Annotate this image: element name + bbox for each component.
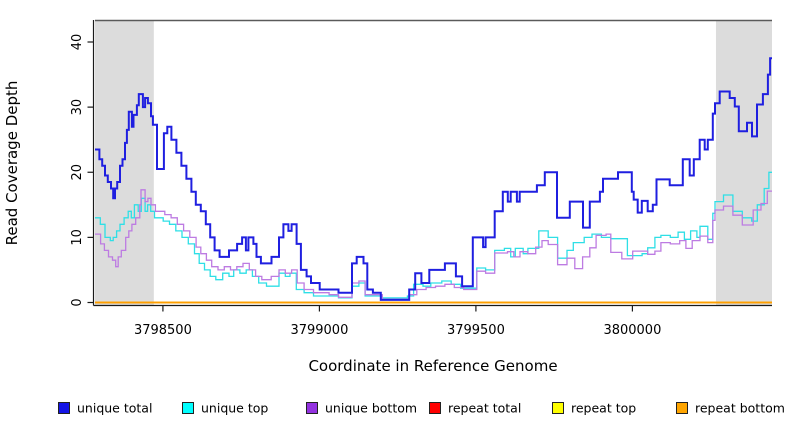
y-tick-label: 20 bbox=[70, 164, 85, 181]
legend-item-unique-top: unique top bbox=[182, 401, 268, 416]
legend-swatch bbox=[306, 402, 318, 414]
legend-item-unique-bottom: unique bottom bbox=[306, 401, 417, 416]
x-tick-label: 3799500 bbox=[447, 323, 505, 338]
repeat-region-right bbox=[715, 20, 772, 306]
series-unique-bottom bbox=[95, 189, 772, 300]
legend-item-repeat-bottom: repeat bottom bbox=[676, 401, 785, 416]
series-unique-total bbox=[95, 57, 772, 301]
legend-item-label: repeat top bbox=[571, 401, 636, 416]
axis-ticks: 3798500 3799000 3799500 3800000 0 10 20 30 40 bbox=[70, 34, 661, 338]
legend-item-label: unique bottom bbox=[325, 401, 417, 416]
y-axis-title: Read Coverage Depth bbox=[3, 81, 21, 246]
series-lines bbox=[95, 57, 772, 304]
y-tick-label: 40 bbox=[70, 34, 85, 51]
x-tick-label: 3799000 bbox=[290, 323, 348, 338]
legend-swatch bbox=[676, 402, 688, 414]
y-tick-label: 30 bbox=[70, 99, 85, 116]
x-tick-label: 3800000 bbox=[603, 323, 661, 338]
legend-item-label: repeat total bbox=[448, 401, 521, 416]
legend-swatch bbox=[58, 402, 70, 414]
legend-item-repeat-top: repeat top bbox=[552, 401, 636, 416]
plot-frame bbox=[92, 19, 772, 307]
y-tick-label: 0 bbox=[70, 298, 85, 306]
repeat-region-bands bbox=[95, 20, 772, 306]
legend-item-label: unique total bbox=[77, 401, 152, 416]
legend-swatch bbox=[552, 402, 564, 414]
legend-swatch bbox=[182, 402, 194, 414]
y-tick-label: 10 bbox=[70, 229, 85, 246]
repeat-region-left bbox=[95, 20, 154, 306]
legend: unique total unique top unique bottom repea… bbox=[58, 401, 785, 416]
legend-item-label: unique top bbox=[201, 401, 268, 416]
legend-swatch bbox=[429, 402, 441, 414]
legend-item-repeat-total: repeat total bbox=[429, 401, 521, 416]
series-unique-top bbox=[95, 171, 772, 299]
legend-item-unique-total: unique total bbox=[58, 401, 152, 416]
x-axis-title: Coordinate in Reference Genome bbox=[308, 357, 557, 375]
x-tick-label: 3798500 bbox=[134, 323, 192, 338]
legend-item-label: repeat bottom bbox=[695, 401, 785, 416]
